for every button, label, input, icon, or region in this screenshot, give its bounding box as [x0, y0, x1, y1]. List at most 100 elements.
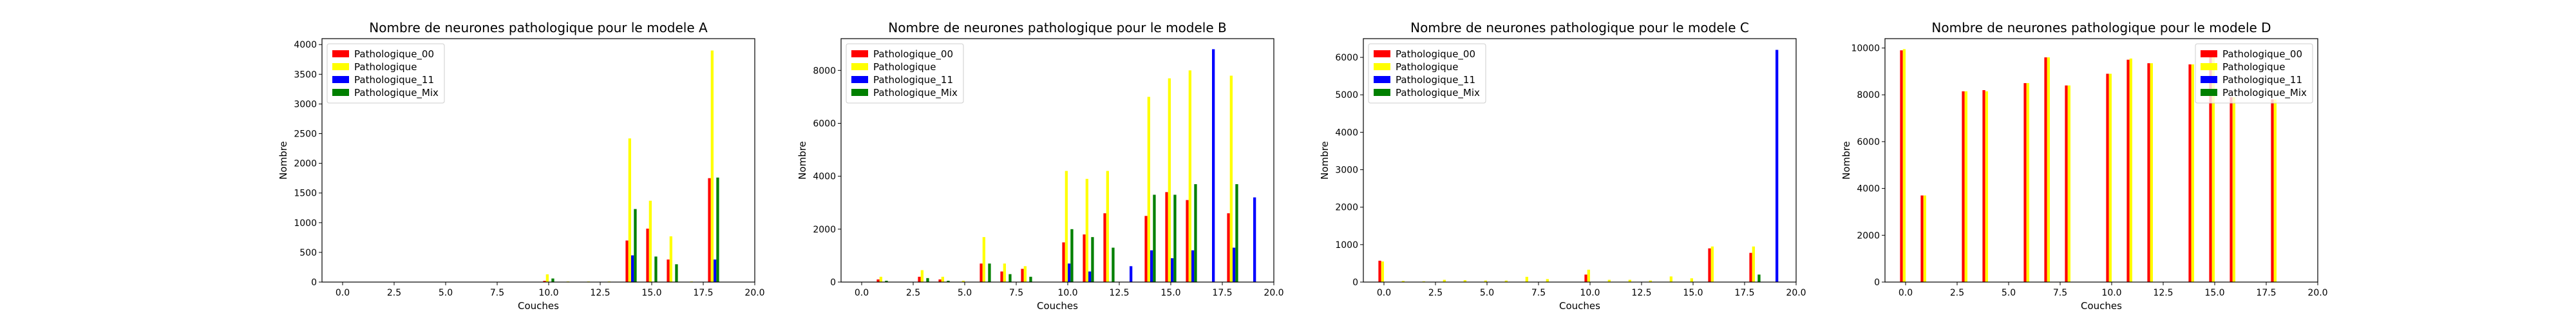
bar	[1085, 178, 1088, 282]
bar	[2273, 99, 2277, 282]
y-tick-label: 0	[830, 278, 836, 288]
bar	[980, 263, 983, 282]
bar	[1188, 70, 1191, 283]
bar	[2271, 99, 2274, 282]
bar	[1070, 229, 1074, 282]
bar	[1463, 280, 1466, 282]
y-tick-label: 10000	[1851, 44, 1880, 54]
x-tick-label: 10.0	[2101, 288, 2121, 298]
legend-swatch	[851, 89, 868, 96]
bar	[1900, 50, 1903, 283]
bar	[1186, 200, 1189, 282]
bar	[654, 256, 658, 282]
bar	[1776, 50, 1779, 282]
x-tick-label: 20.0	[1264, 288, 1283, 298]
x-tick-label: 7.5	[490, 288, 504, 298]
bar	[2106, 73, 2109, 283]
bar	[2230, 97, 2233, 282]
legend-label: Pathologique_Mix	[2222, 87, 2307, 99]
x-tick-label: 2.5	[1428, 288, 1443, 298]
bar	[1191, 250, 1195, 282]
legend-swatch	[851, 50, 868, 57]
x-tick-label: 2.5	[387, 288, 401, 298]
bar	[1378, 260, 1381, 282]
bar	[1504, 280, 1508, 282]
bar	[2209, 52, 2212, 282]
bar	[1165, 192, 1168, 282]
bar	[938, 279, 942, 282]
bar	[646, 229, 649, 282]
legend: Pathologique_00PathologiquePathologique_…	[327, 43, 445, 104]
bar	[926, 278, 929, 282]
y-tick-label: 4000	[1857, 184, 1880, 194]
bar	[714, 259, 717, 282]
legend-swatch	[2201, 63, 2217, 70]
x-tick-label: 0.0	[336, 288, 350, 298]
x-tick-label: 20.0	[744, 288, 764, 298]
x-tick-label: 10.0	[1057, 288, 1077, 298]
bar	[1062, 242, 1065, 282]
bar	[1708, 248, 1711, 282]
x-tick-label: 12.5	[1631, 288, 1651, 298]
bar	[920, 270, 923, 282]
x-tick-label: 7.5	[1009, 288, 1023, 298]
bar	[1920, 195, 1924, 282]
bar	[1106, 171, 1109, 282]
y-tick-label: 3000	[1335, 166, 1358, 176]
x-tick-label: 12.5	[1109, 288, 1129, 298]
y-tick-label: 4000	[813, 172, 836, 182]
y-axis-label: Nombre	[797, 141, 808, 180]
bar	[1068, 263, 1071, 282]
bar	[2023, 83, 2027, 282]
legend-swatch	[2201, 76, 2217, 83]
y-tick-label: 1500	[294, 189, 317, 199]
legend-label: Pathologique_11	[873, 74, 953, 86]
legend-swatch	[1374, 76, 1390, 83]
bar	[1902, 49, 1906, 283]
x-axis-label: Couches	[1559, 300, 1600, 312]
bar	[543, 281, 546, 282]
bar	[1229, 75, 1233, 283]
x-tick-label: 15.0	[1683, 288, 1703, 298]
bar	[1153, 194, 1156, 282]
bar	[1923, 195, 1926, 282]
chart-title: Nombre de neurones pathologique pour le …	[1410, 20, 1749, 35]
bar	[1000, 271, 1003, 282]
bar	[1381, 261, 1384, 282]
bar	[1982, 90, 1985, 282]
bar	[545, 274, 549, 282]
y-tick-label: 2000	[1335, 203, 1358, 213]
bar	[2188, 64, 2192, 282]
y-tick-label: 4000	[294, 40, 317, 50]
bar	[2026, 83, 2029, 282]
legend-label: Pathologique_00	[1396, 48, 1475, 61]
bar	[1749, 252, 1752, 282]
axes-frame	[1884, 38, 2318, 283]
legend-box	[1368, 43, 1486, 104]
y-axis-label: Nombre	[1841, 141, 1852, 180]
bar	[1150, 250, 1153, 282]
x-tick-label: 10.0	[1580, 288, 1600, 298]
y-tick-label: 1000	[1335, 240, 1358, 251]
bar	[1212, 49, 1215, 283]
y-tick-label: 0	[1352, 278, 1358, 288]
x-axis-label: Couches	[1037, 300, 1078, 312]
chart-panel: 0.0 2.5 5.0 7.5 10.0 12.5 15.0 17.5 20.0 0 2000 400…	[797, 20, 1284, 312]
y-tick-label: 6000	[813, 118, 836, 129]
legend-label: Pathologique	[873, 61, 936, 73]
y-axis-label: Nombre	[278, 141, 289, 180]
bar	[1023, 266, 1027, 282]
x-tick-label: 2.5	[906, 288, 920, 298]
bar	[1130, 266, 1133, 282]
bar	[716, 177, 719, 282]
x-tick-label: 20.0	[1786, 288, 1806, 298]
bar	[2211, 52, 2215, 282]
chart-title: Nombre de neurones pathologique pour le …	[1931, 20, 2271, 35]
bar	[1525, 276, 1528, 282]
legend-swatch	[2201, 89, 2217, 96]
legend-swatch	[332, 63, 349, 70]
bar	[2047, 57, 2050, 282]
bar	[1171, 258, 1174, 282]
bar	[1003, 263, 1006, 282]
bar	[1103, 213, 1106, 282]
